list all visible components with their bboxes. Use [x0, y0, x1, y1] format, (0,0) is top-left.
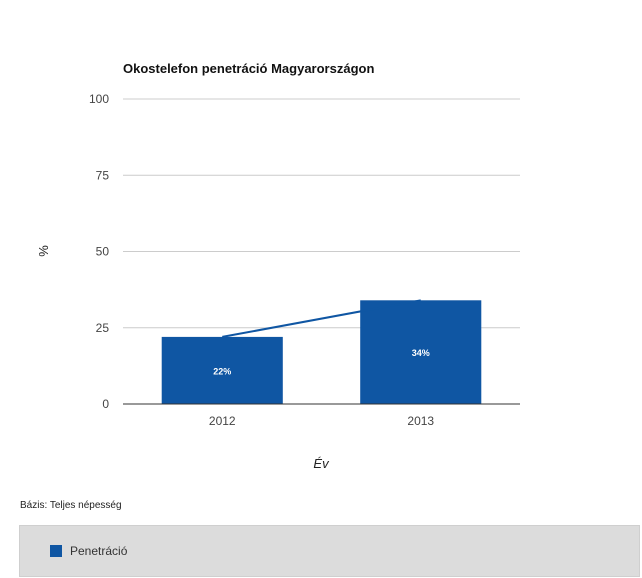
y-tick-label: 0 — [102, 397, 109, 411]
x-tick-labels: 2012 2013 — [209, 414, 435, 428]
trend-line-group — [222, 299, 421, 338]
y-tick-label: 50 — [96, 245, 110, 259]
legend-item-penetracio[interactable]: Penetráció — [50, 544, 127, 558]
y-tick-label: 100 — [89, 92, 109, 106]
trend-line — [222, 299, 421, 338]
chart: Okostelefon penetráció Magyarországon 0 2… — [36, 61, 520, 471]
bar-data-label: 34% — [412, 348, 430, 358]
legend-swatch — [50, 545, 62, 557]
y-tick-label: 25 — [96, 321, 110, 335]
x-tick-label: 2012 — [209, 414, 236, 428]
y-axis-label: % — [36, 245, 51, 257]
bar-2013[interactable] — [360, 300, 482, 404]
gridlines — [123, 98, 520, 329]
x-tick-label: 2013 — [407, 414, 434, 428]
chart-title: Okostelefon penetráció Magyarországon — [123, 61, 374, 76]
bar-2012[interactable] — [161, 336, 283, 404]
y-tick-label: 75 — [96, 168, 110, 182]
y-tick-labels: 0 25 50 75 100 — [89, 92, 109, 411]
x-axis-label: Év — [313, 456, 330, 471]
base-note: Bázis: Teljes népesség — [20, 500, 122, 511]
bar-data-label: 22% — [213, 366, 231, 376]
bar-data-labels: 22% 34% — [213, 348, 430, 376]
bars — [161, 300, 482, 404]
legend-label: Penetráció — [70, 544, 128, 558]
legend: Penetráció — [19, 525, 640, 577]
